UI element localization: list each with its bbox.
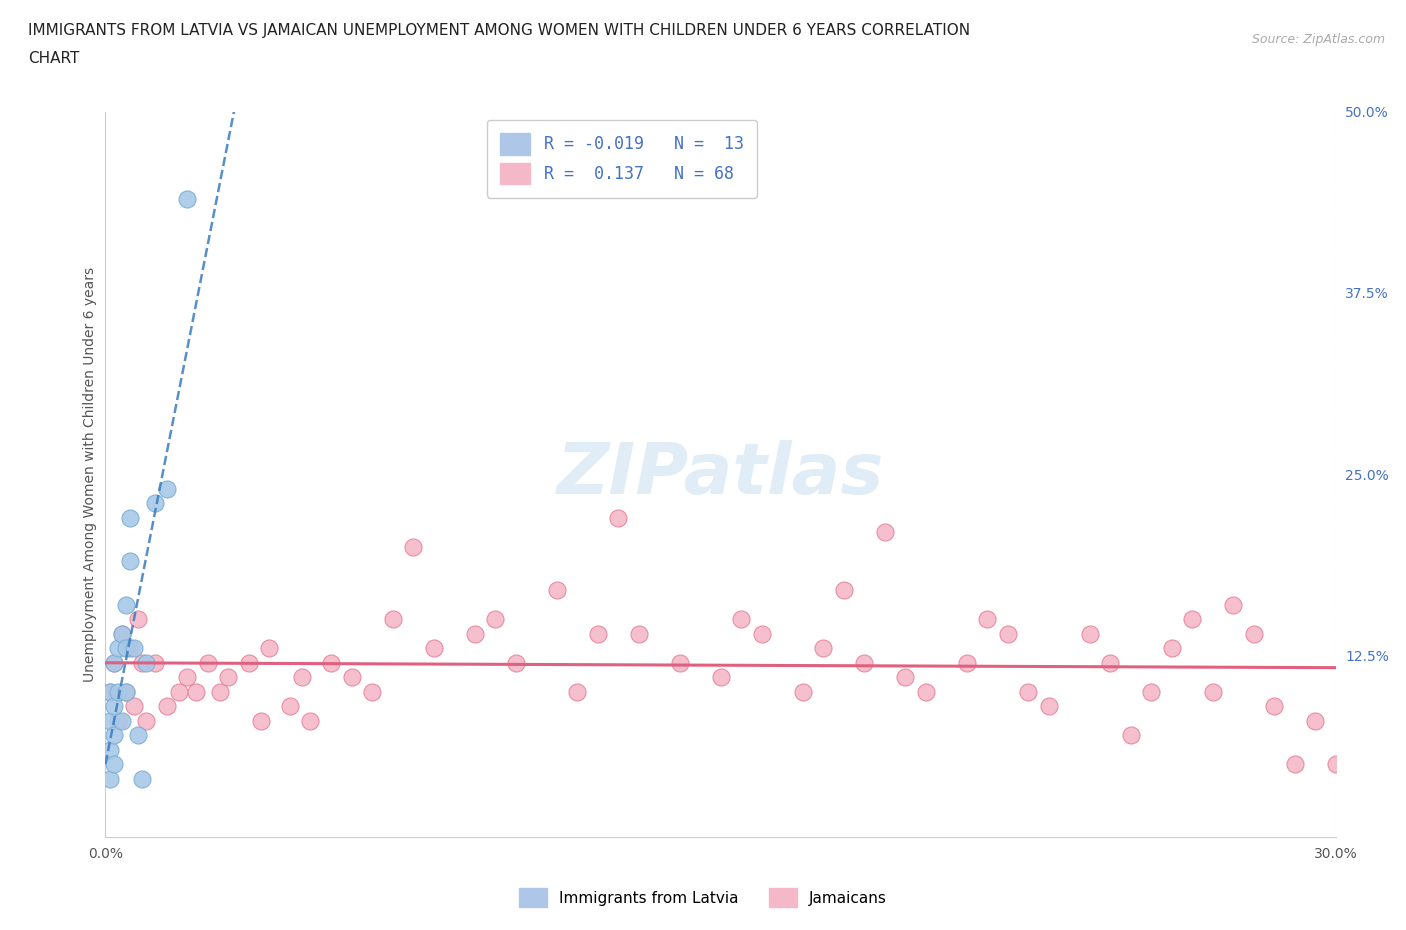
Point bbox=[135, 656, 157, 671]
Point bbox=[107, 641, 129, 656]
Legend: R = -0.019   N =  13, R =  0.137   N = 68: R = -0.019 N = 13, R = 0.137 N = 68 bbox=[486, 120, 758, 198]
Point bbox=[730, 612, 752, 627]
Point bbox=[278, 699, 301, 714]
Point bbox=[176, 192, 198, 206]
Point bbox=[811, 641, 834, 656]
Point bbox=[565, 684, 588, 699]
Point bbox=[484, 612, 506, 627]
Point bbox=[103, 757, 125, 772]
Point bbox=[122, 641, 145, 656]
Point bbox=[1119, 728, 1142, 743]
Point bbox=[853, 656, 876, 671]
Legend: Immigrants from Latvia, Jamaicans: Immigrants from Latvia, Jamaicans bbox=[513, 883, 893, 913]
Point bbox=[115, 684, 138, 699]
Point bbox=[197, 656, 219, 671]
Point bbox=[103, 656, 125, 671]
Text: Source: ZipAtlas.com: Source: ZipAtlas.com bbox=[1251, 33, 1385, 46]
Point bbox=[291, 670, 314, 684]
Point bbox=[111, 627, 134, 642]
Point bbox=[1284, 757, 1306, 772]
Point bbox=[127, 612, 149, 627]
Text: CHART: CHART bbox=[28, 51, 80, 66]
Point bbox=[1099, 656, 1122, 671]
Point bbox=[143, 496, 166, 511]
Point bbox=[103, 656, 125, 671]
Point bbox=[832, 583, 855, 598]
Point bbox=[976, 612, 998, 627]
Point bbox=[1038, 699, 1060, 714]
Point bbox=[1202, 684, 1225, 699]
Point bbox=[156, 699, 179, 714]
Point bbox=[668, 656, 690, 671]
Point bbox=[122, 699, 145, 714]
Point bbox=[250, 713, 273, 728]
Point bbox=[111, 713, 134, 728]
Point bbox=[107, 713, 129, 728]
Point bbox=[586, 627, 609, 642]
Point bbox=[1346, 728, 1368, 743]
Point bbox=[259, 641, 281, 656]
Point bbox=[381, 612, 404, 627]
Point bbox=[299, 713, 322, 728]
Point bbox=[127, 728, 149, 743]
Point bbox=[218, 670, 240, 684]
Point bbox=[894, 670, 917, 684]
Point bbox=[914, 684, 936, 699]
Point bbox=[361, 684, 384, 699]
Point bbox=[1140, 684, 1163, 699]
Point bbox=[1324, 757, 1347, 772]
Point bbox=[792, 684, 814, 699]
Point bbox=[135, 713, 157, 728]
Point bbox=[873, 525, 896, 539]
Point bbox=[956, 656, 979, 671]
Point bbox=[209, 684, 232, 699]
Point bbox=[505, 656, 527, 671]
Point bbox=[184, 684, 207, 699]
Point bbox=[1017, 684, 1039, 699]
Point bbox=[107, 684, 129, 699]
Point bbox=[340, 670, 363, 684]
Point bbox=[627, 627, 650, 642]
Point bbox=[710, 670, 733, 684]
Point bbox=[103, 728, 125, 743]
Point bbox=[1243, 627, 1265, 642]
Point bbox=[546, 583, 568, 598]
Point bbox=[319, 656, 342, 671]
Point bbox=[98, 772, 121, 787]
Point bbox=[1160, 641, 1182, 656]
Point bbox=[169, 684, 191, 699]
Point bbox=[120, 511, 141, 525]
Point bbox=[143, 656, 166, 671]
Text: ZIPatlas: ZIPatlas bbox=[557, 440, 884, 509]
Point bbox=[120, 641, 141, 656]
Y-axis label: Unemployment Among Women with Children Under 6 years: Unemployment Among Women with Children U… bbox=[83, 267, 97, 682]
Point bbox=[997, 627, 1019, 642]
Point bbox=[120, 554, 141, 569]
Point bbox=[156, 482, 179, 497]
Point bbox=[607, 511, 630, 525]
Point bbox=[103, 699, 125, 714]
Point bbox=[402, 539, 425, 554]
Point bbox=[1222, 597, 1244, 612]
Point bbox=[238, 656, 260, 671]
Point bbox=[131, 772, 153, 787]
Point bbox=[115, 641, 138, 656]
Point bbox=[98, 742, 121, 757]
Point bbox=[176, 670, 198, 684]
Point bbox=[1181, 612, 1204, 627]
Point bbox=[111, 627, 134, 642]
Point bbox=[464, 627, 486, 642]
Point bbox=[1078, 627, 1101, 642]
Point bbox=[131, 656, 153, 671]
Point bbox=[98, 684, 121, 699]
Point bbox=[98, 713, 121, 728]
Point bbox=[422, 641, 444, 656]
Point bbox=[115, 684, 138, 699]
Text: IMMIGRANTS FROM LATVIA VS JAMAICAN UNEMPLOYMENT AMONG WOMEN WITH CHILDREN UNDER : IMMIGRANTS FROM LATVIA VS JAMAICAN UNEMP… bbox=[28, 23, 970, 38]
Point bbox=[98, 684, 121, 699]
Point bbox=[1263, 699, 1285, 714]
Point bbox=[115, 597, 138, 612]
Point bbox=[1303, 713, 1326, 728]
Point bbox=[751, 627, 773, 642]
